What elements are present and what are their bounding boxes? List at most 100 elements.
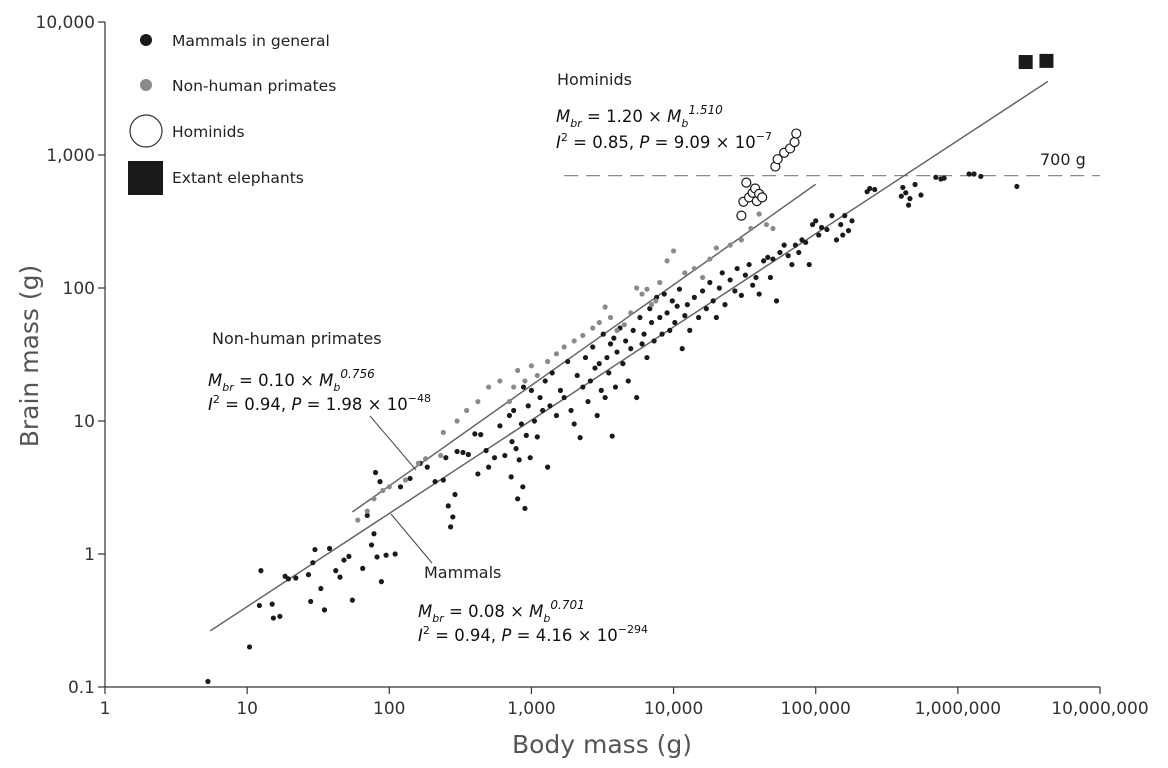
- point-mammals-in-general: [710, 298, 716, 304]
- point-mammals-in-general: [542, 378, 548, 384]
- eq-exponent: 0.701: [550, 598, 584, 612]
- point-mammals-in-general: [933, 174, 939, 180]
- point-non-human-primates: [511, 384, 517, 390]
- point-mammals-in-general: [625, 378, 631, 384]
- point-mammals-in-general: [590, 344, 596, 350]
- point-hominids: [741, 177, 752, 188]
- point-mammals-in-general: [534, 434, 540, 440]
- point-non-human-primates: [438, 452, 444, 459]
- point-mammals-in-general: [816, 232, 822, 238]
- point-mammals-in-general: [789, 261, 795, 268]
- point-mammals-in-general: [513, 446, 519, 452]
- stat-p: P: [501, 626, 511, 645]
- point-mammals-in-general: [606, 370, 612, 376]
- point-non-human-primates: [657, 279, 663, 286]
- point-mammals-in-general: [349, 597, 355, 603]
- eq-rhs: M: [319, 371, 333, 390]
- point-mammals-in-general: [667, 327, 673, 333]
- y-tick-label: 0.1: [68, 678, 95, 698]
- stat-r-sup: 2: [561, 131, 568, 144]
- point-mammals-in-general: [742, 272, 748, 278]
- point-mammals-in-general: [372, 469, 379, 476]
- point-non-human-primates: [639, 291, 645, 297]
- point-mammals-in-general: [840, 232, 846, 238]
- eq-mid: = 0.10 ×: [234, 371, 319, 390]
- point-mammals-in-general: [515, 496, 521, 502]
- primates-equation: Mbr = 0.10 × Mb0.756: [208, 367, 375, 394]
- point-mammals-in-general: [707, 279, 713, 286]
- point-mammals-in-general: [531, 418, 538, 424]
- hominids-equation: Mbr = 1.20 × Mb1.510: [556, 103, 723, 130]
- point-mammals-in-general: [898, 193, 904, 199]
- point-non-human-primates: [602, 304, 608, 310]
- eq-rhs: M: [667, 107, 681, 126]
- point-non-human-primates: [422, 456, 429, 462]
- point-non-human-primates: [727, 242, 733, 248]
- point-non-human-primates: [707, 256, 713, 262]
- point-mammals-in-general: [360, 565, 366, 571]
- point-mammals-in-general: [756, 291, 762, 297]
- point-mammals-in-general: [465, 451, 471, 458]
- x-tick-label: 10: [236, 699, 258, 719]
- point-mammals-in-general: [813, 218, 819, 224]
- point-mammals-in-general: [341, 557, 347, 563]
- eq-exponent: 1.510: [688, 103, 723, 117]
- point-mammals-in-general: [475, 471, 481, 477]
- primates-stats: I2 = 0.94, P = 1.98 × 10−48: [208, 392, 431, 414]
- point-non-human-primates: [691, 265, 697, 272]
- stat-p-exp: −294: [618, 623, 648, 636]
- point-non-human-primates: [770, 225, 776, 232]
- point-mammals-in-general: [765, 254, 771, 260]
- point-mammals-in-general: [770, 256, 776, 262]
- point-mammals-in-general: [305, 572, 312, 578]
- reference-line-label: 700 g: [1040, 150, 1086, 169]
- mammals-equation: Mbr = 0.08 × Mb0.701: [418, 598, 585, 625]
- point-mammals-in-general: [528, 387, 535, 393]
- eq-lhs: M: [556, 107, 570, 126]
- y-tick-label: 10,000: [36, 13, 95, 33]
- point-non-human-primates: [355, 517, 361, 523]
- legend-marker-elephants: [128, 161, 163, 195]
- point-mammals-in-general: [803, 239, 809, 246]
- point-mammals-in-general: [727, 277, 733, 283]
- eq-lhs-sub: br: [432, 612, 445, 625]
- point-mammals-in-general: [205, 678, 211, 685]
- point-mammals-in-general: [669, 298, 675, 304]
- eq-exponent: 0.756: [340, 367, 375, 381]
- point-mammals-in-general: [716, 285, 722, 291]
- point-mammals-in-general: [676, 286, 683, 292]
- point-mammals-in-general: [750, 282, 756, 288]
- x-tick-label: 100,000: [781, 699, 851, 719]
- point-mammals-in-general: [333, 568, 339, 574]
- point-extant-elephants: [1018, 55, 1033, 70]
- point-non-human-primates: [415, 460, 421, 466]
- point-mammals-in-general: [483, 447, 489, 454]
- point-mammals-in-general: [1014, 183, 1020, 190]
- point-mammals-in-general: [374, 554, 380, 560]
- point-mammals-in-general: [674, 303, 680, 309]
- point-mammals-in-general: [565, 358, 571, 365]
- point-mammals-in-general: [691, 294, 697, 300]
- stat-p-exp: −7: [756, 130, 772, 143]
- point-mammals-in-general: [641, 331, 647, 337]
- eq-rhs-sub: b: [333, 381, 340, 394]
- eq-lhs: M: [418, 602, 432, 621]
- point-non-human-primates: [475, 398, 481, 405]
- legend-marker-hominids: [129, 114, 163, 148]
- point-mammals-in-general: [785, 253, 791, 259]
- chart-lines-layer: [209, 80, 1100, 632]
- point-mammals-in-general: [540, 407, 546, 414]
- point-non-human-primates: [590, 325, 596, 331]
- point-mammals-in-general: [628, 346, 634, 352]
- mammals-leader-line: [390, 513, 433, 564]
- axis-ticks-layer: 1 10 100 1,000 10,000 100,000 1,000,000 10,000,…: [36, 13, 1149, 719]
- point-mammals-in-general: [368, 542, 375, 548]
- point-mammals-in-general: [440, 477, 446, 483]
- point-mammals-in-general: [561, 394, 567, 401]
- point-mammals-in-general: [585, 398, 591, 405]
- point-non-human-primates: [713, 245, 719, 251]
- point-hominids: [736, 210, 747, 221]
- point-mammals-in-general: [522, 505, 528, 512]
- point-mammals-in-general: [732, 288, 738, 294]
- point-mammals-in-general: [594, 412, 600, 419]
